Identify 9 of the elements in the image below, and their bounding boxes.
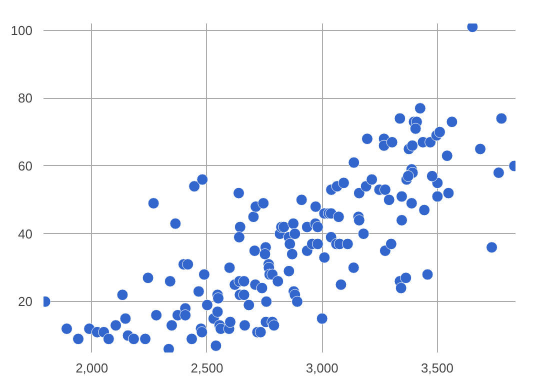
x-tick-label: 2,000 — [76, 360, 108, 376]
x-tick-label: 2,500 — [190, 360, 224, 376]
y-tick-label: 60 — [18, 158, 33, 174]
y-tick-label: 20 — [18, 294, 33, 310]
x-tick-label: 3,500 — [420, 360, 454, 376]
y-tick-label: 100 — [10, 22, 33, 38]
y-tick-label: 40 — [18, 226, 33, 242]
y-tick-label: 80 — [18, 90, 33, 106]
x-tick-label: 3,000 — [306, 360, 338, 376]
